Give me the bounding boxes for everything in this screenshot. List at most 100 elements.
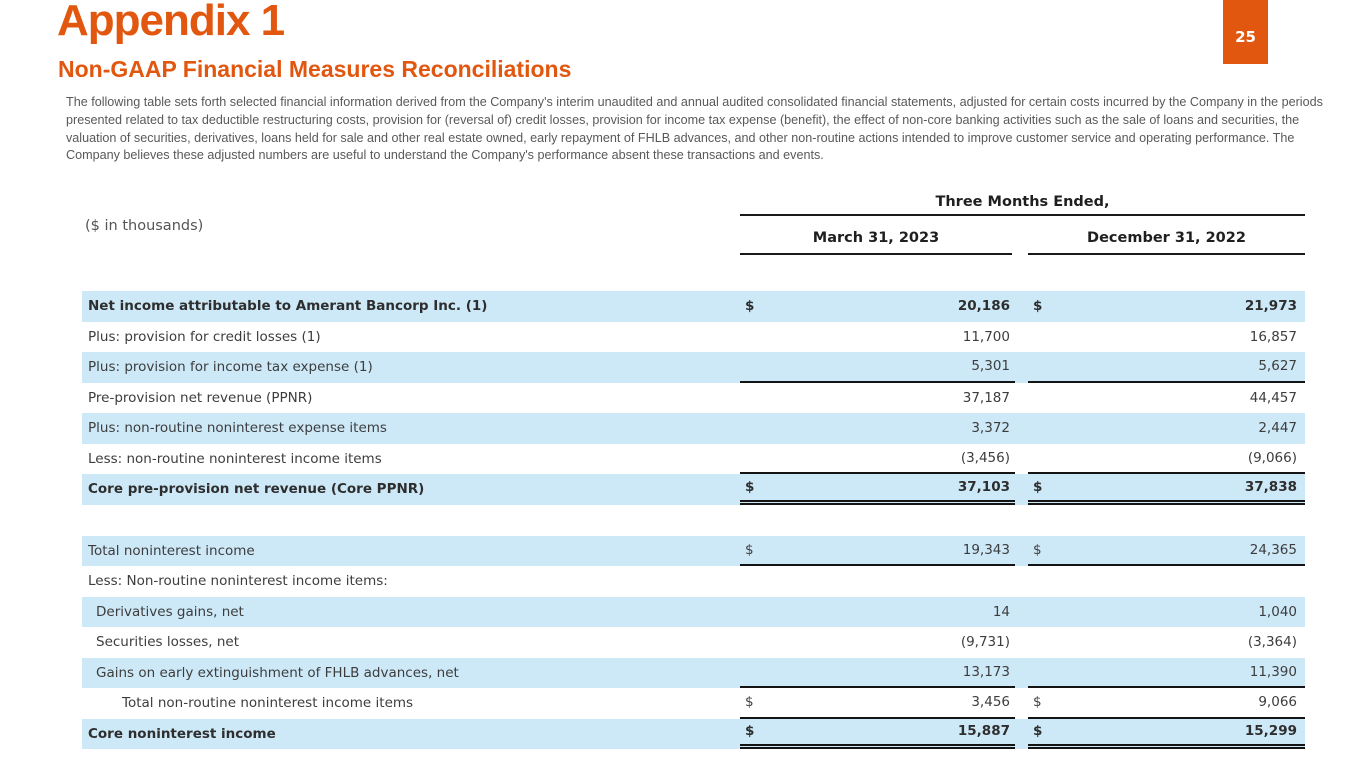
row-label: Core noninterest income — [88, 725, 276, 742]
cell-value: 15,299 — [1244, 723, 1297, 740]
cell-value: 37,187 — [962, 389, 1010, 406]
value-cell: (9,731) — [740, 627, 1015, 658]
value-cell: 5,627 — [1028, 352, 1305, 383]
column-gap — [1015, 597, 1028, 628]
column-gap — [1015, 444, 1028, 475]
value-cell: 13,173 — [740, 658, 1015, 688]
column-gap — [1015, 291, 1028, 322]
dollar-sign: $ — [745, 298, 755, 315]
row-label: Net income attributable to Amerant Banco… — [88, 298, 488, 315]
column-gap — [1015, 719, 1028, 750]
value-cell: 37,187 — [740, 383, 1015, 414]
row-label: Securities losses, net — [96, 634, 239, 651]
cell-value: (3,456) — [960, 449, 1010, 466]
value-cell: 2,447 — [1028, 413, 1305, 444]
value-cell: (3,364) — [1028, 627, 1305, 658]
value-cell: $37,838 — [1028, 474, 1305, 505]
value-cell: 14 — [740, 597, 1015, 628]
value-cell: $19,343 — [740, 536, 1015, 566]
table-row: Core noninterest income $15,887 $15,299 — [82, 718, 1305, 750]
row-label: Less: Non-routine noninterest income ite… — [88, 573, 388, 590]
row-label: Plus: provision for income tax expense (… — [88, 359, 373, 376]
dollar-sign: $ — [745, 541, 754, 558]
column-gap — [1015, 627, 1028, 658]
column-gap — [1015, 536, 1028, 567]
intro-paragraph: The following table sets forth selected … — [66, 95, 1323, 163]
cell-value: 20,186 — [957, 298, 1010, 315]
value-cell: 11,390 — [1028, 658, 1305, 688]
value-cell: 3,372 — [740, 413, 1015, 444]
row-label: Less: non-routine noninterest income ite… — [88, 450, 382, 467]
value-cell: 16,857 — [1028, 322, 1305, 353]
row-label: Total noninterest income — [88, 542, 255, 559]
table-row: Plus: non-routine noninterest expense it… — [82, 413, 1305, 444]
value-cell: $9,066 — [1028, 688, 1305, 719]
column-header-march-31-2023: March 31, 2023 — [740, 230, 1012, 255]
table-row: Plus: provision for income tax expense (… — [82, 352, 1305, 383]
column-gap — [1015, 322, 1028, 353]
value-cell: $21,973 — [1028, 291, 1305, 322]
value-cell: $15,887 — [740, 719, 1015, 749]
column-gap — [1015, 413, 1028, 444]
cell-value: 1,040 — [1258, 603, 1297, 620]
table-row: Gains on early extinguishment of FHLB ad… — [82, 657, 1305, 689]
row-label: Gains on early extinguishment of FHLB ad… — [96, 664, 459, 681]
table-section-gap — [82, 505, 1305, 536]
column-gap — [1015, 658, 1028, 689]
dollar-sign: $ — [1033, 298, 1043, 315]
value-cell: $37,103 — [740, 474, 1015, 505]
page-subtitle: Non-GAAP Financial Measures Reconciliati… — [58, 56, 572, 82]
value-cell: $15,299 — [1028, 719, 1305, 749]
row-label: Derivatives gains, net — [96, 603, 244, 620]
cell-value: 3,372 — [971, 420, 1010, 437]
row-label: Plus: provision for credit losses (1) — [88, 328, 321, 345]
table-row: Derivatives gains, net 14 1,040 — [82, 596, 1305, 628]
dollar-sign: $ — [745, 723, 755, 740]
dollar-sign: $ — [745, 478, 755, 495]
column-gap — [1015, 474, 1028, 505]
row-label: Plus: non-routine noninterest expense it… — [88, 420, 387, 437]
cell-value: 16,857 — [1249, 328, 1297, 345]
column-gap — [1015, 688, 1028, 719]
cell-value: 44,457 — [1249, 389, 1297, 406]
table-row: Core pre-provision net revenue (Core PPN… — [82, 474, 1305, 505]
units-label: ($ in thousands) — [85, 218, 204, 234]
value-cell: 5,301 — [740, 352, 1015, 383]
column-gap — [1015, 566, 1028, 597]
value-cell: $3,456 — [740, 688, 1015, 719]
cell-value: 13,173 — [962, 663, 1010, 680]
table-row: Less: non-routine noninterest income ite… — [82, 444, 1305, 475]
dollar-sign: $ — [1033, 694, 1042, 711]
cell-value: (9,066) — [1247, 449, 1297, 466]
table-row: Pre-provision net revenue (PPNR) 37,187 44… — [82, 383, 1305, 414]
table-row: Net income attributable to Amerant Banco… — [82, 291, 1305, 322]
value-cell: (3,456) — [740, 444, 1015, 474]
value-cell: 44,457 — [1028, 383, 1305, 414]
table-row: Plus: provision for credit losses (1) 11,… — [82, 322, 1305, 353]
cell-value: 15,887 — [957, 723, 1010, 740]
cell-value: 11,390 — [1249, 663, 1297, 680]
cell-value: 5,301 — [971, 358, 1010, 375]
dollar-sign: $ — [745, 694, 754, 711]
value-cell: 1,040 — [1028, 597, 1305, 628]
cell-value: 37,103 — [957, 478, 1010, 495]
period-span-header: Three Months Ended, — [740, 194, 1305, 216]
dollar-sign: $ — [1033, 541, 1042, 558]
cell-value: 37,838 — [1244, 478, 1297, 495]
page-number-badge: 25 — [1223, 0, 1268, 64]
page-title: Appendix 1 — [57, 0, 285, 45]
row-label: Pre-provision net revenue (PPNR) — [88, 389, 313, 406]
cell-value: 24,365 — [1249, 541, 1297, 558]
table-row: Total non-routine noninterest income ite… — [82, 688, 1305, 719]
column-gap — [1015, 352, 1028, 383]
reconciliation-table: Net income attributable to Amerant Banco… — [82, 291, 1305, 749]
column-gap — [1015, 383, 1028, 414]
value-cell: $20,186 — [740, 291, 1015, 322]
column-header-december-31-2022: December 31, 2022 — [1028, 230, 1305, 255]
cell-value: 9,066 — [1258, 694, 1297, 711]
cell-value: 14 — [992, 603, 1010, 620]
row-label: Core pre-provision net revenue (Core PPN… — [88, 481, 425, 498]
dollar-sign: $ — [1033, 723, 1043, 740]
value-cell: (9,066) — [1028, 444, 1305, 474]
